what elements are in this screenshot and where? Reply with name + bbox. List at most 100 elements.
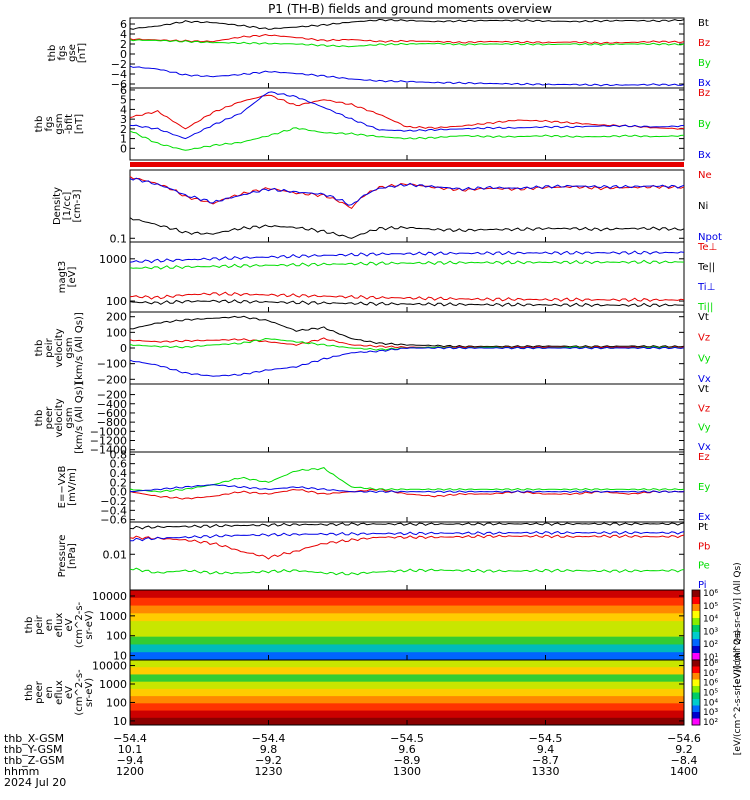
panel-frame bbox=[129, 383, 685, 453]
x-tick-label: −8.4 bbox=[671, 754, 698, 767]
y-axis-label: [cm-3] bbox=[72, 189, 83, 222]
legend-entry: Vx bbox=[698, 442, 711, 453]
x-tick-label: 1300 bbox=[393, 765, 421, 778]
x-axis-row-label: thb_Y-GSM bbox=[4, 743, 63, 756]
y-tick-label: −100 bbox=[97, 358, 127, 371]
y-tick-label: 0.1 bbox=[110, 232, 128, 245]
spectrogram-band bbox=[130, 703, 684, 712]
colorbar-tick-label: 10³ bbox=[703, 708, 718, 718]
x-tick-label: −54.5 bbox=[390, 732, 424, 745]
colorbar-label: [eV/(cm^2-s-sr-eV)] (All Qs) bbox=[733, 630, 743, 755]
colorbar-tick-label: 10⁶ bbox=[703, 589, 718, 599]
y-axis-label: [nT] bbox=[77, 43, 88, 63]
x-tick-label: −54.5 bbox=[529, 732, 563, 745]
spectrogram-band bbox=[130, 644, 684, 653]
legend-entry: Ti⊥ bbox=[697, 282, 715, 293]
x-tick-label: 9.4 bbox=[537, 743, 555, 756]
legend-entry: Bz bbox=[698, 38, 710, 49]
y-axis-label: peer bbox=[44, 406, 55, 430]
y-tick-label: 1000 bbox=[99, 253, 127, 266]
y-axis-label: thb bbox=[24, 684, 35, 701]
spectrogram-band bbox=[130, 688, 684, 697]
y-axis-label: en bbox=[44, 619, 55, 632]
series-line-ti bbox=[129, 250, 685, 264]
figure-title: P1 (TH-B) fields and ground moments over… bbox=[268, 2, 552, 16]
separator-bar bbox=[130, 162, 684, 167]
colorbar-swatch bbox=[692, 666, 700, 674]
x-tick-label: 9.6 bbox=[398, 743, 416, 756]
colorbar-tick-label: 10¹ bbox=[703, 653, 718, 663]
y-tick-label: 100 bbox=[106, 295, 127, 308]
colorbar-swatch bbox=[692, 625, 700, 633]
x-tick-label: 1330 bbox=[532, 765, 560, 778]
y-tick-label: 0.0 bbox=[110, 486, 128, 499]
panel-frame bbox=[129, 451, 685, 523]
spectrogram-band bbox=[130, 696, 684, 704]
series-line-ni bbox=[129, 217, 685, 239]
series-line-te bbox=[129, 299, 685, 308]
colorbar-swatch bbox=[692, 639, 700, 647]
y-axis-label: peer bbox=[34, 680, 45, 704]
colorbar-tick-label: 10² bbox=[703, 640, 718, 650]
x-tick-label: −54.6 bbox=[667, 732, 701, 745]
y-axis-label: (cm^2-s- bbox=[74, 669, 85, 716]
y-tick-label: 0.4 bbox=[110, 467, 128, 480]
panel-9: 10⁶ 10⁵ 10⁴ 10³ 10² 10¹ [eV/(cm^2-s-sr-eV)] (A… bbox=[24, 562, 743, 687]
series-line-bx bbox=[129, 65, 685, 87]
y-tick-label: 3 bbox=[120, 113, 127, 126]
y-tick-label: 0 bbox=[120, 48, 127, 61]
series-line-ti bbox=[129, 259, 685, 270]
y-tick-label: −1400 bbox=[90, 444, 127, 457]
colorbar-swatch bbox=[692, 712, 700, 719]
y-tick-label: 0.01 bbox=[103, 548, 128, 561]
y-axis-label: gsm bbox=[54, 113, 65, 134]
x-tick-label: −8.7 bbox=[532, 754, 559, 767]
series-line-bx bbox=[129, 91, 685, 140]
y-axis-label: [1/cc] bbox=[62, 192, 73, 221]
colorbar-swatch bbox=[692, 597, 700, 605]
y-tick-label: −800 bbox=[97, 416, 127, 429]
y-tick-label: 10 bbox=[113, 650, 127, 663]
y-axis-label: [mV/m] bbox=[67, 468, 78, 506]
y-tick-label: 100 bbox=[106, 326, 127, 339]
legend-entry: Npot bbox=[698, 232, 722, 243]
y-tick-label: 1 bbox=[120, 133, 127, 146]
series-line-ex bbox=[129, 484, 685, 494]
y-axis-label: [nT] bbox=[74, 114, 85, 134]
y-axis-label: Pressure bbox=[57, 535, 68, 578]
x-axis-row-label: thb_Z-GSM bbox=[4, 754, 64, 767]
legend-entry: Bx bbox=[698, 150, 711, 161]
y-axis-label: [eV] bbox=[67, 267, 78, 288]
y-tick-label: 2 bbox=[120, 123, 127, 136]
legend-entry: Vy bbox=[698, 423, 711, 434]
series-line-ey bbox=[129, 467, 685, 493]
spectrogram-band bbox=[130, 628, 684, 638]
legend-entry: Vz bbox=[698, 333, 710, 344]
series-line-by bbox=[129, 39, 685, 48]
spectrogram-band bbox=[130, 710, 684, 719]
x-tick-label: 10.1 bbox=[118, 743, 143, 756]
x-axis-row-label: hhmm bbox=[4, 765, 39, 778]
spectrogram-band bbox=[130, 674, 684, 683]
series-line-npot bbox=[129, 177, 685, 206]
y-tick-label: 4 bbox=[120, 28, 127, 41]
series-line-vx bbox=[129, 346, 685, 377]
y-axis-label: thb bbox=[34, 340, 45, 357]
y-tick-label: 0 bbox=[120, 342, 127, 355]
legend-entry: Ex bbox=[698, 512, 710, 523]
series-line-pb bbox=[129, 534, 685, 560]
colorbar-tick-label: 10⁵ bbox=[703, 602, 718, 612]
spectrogram-band bbox=[130, 667, 684, 675]
legend-entry: Ne bbox=[698, 170, 712, 181]
y-axis-label: gsm bbox=[64, 337, 75, 358]
y-tick-label: −0.2 bbox=[100, 495, 127, 508]
y-axis-label: [km/s (All Qs)] bbox=[74, 312, 85, 384]
y-tick-label: 100 bbox=[106, 696, 127, 709]
x-axis-row-label: thb_X-GSM bbox=[4, 732, 64, 745]
legend-entry: Vz bbox=[698, 403, 710, 414]
y-axis-label: (cm^2-s- bbox=[74, 601, 85, 648]
y-tick-label: 4 bbox=[120, 103, 127, 116]
